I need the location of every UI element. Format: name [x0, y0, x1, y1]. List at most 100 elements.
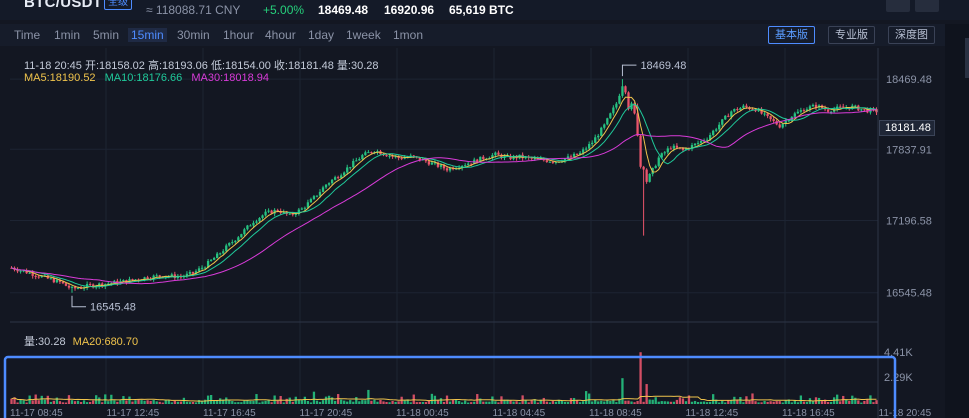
time-tick-label: 11-17 12:45	[107, 408, 160, 418]
volume-bar	[542, 397, 545, 404]
candle-body	[705, 139, 709, 141]
candle-body	[288, 213, 291, 215]
interval-1mon[interactable]: 1mon	[393, 28, 424, 42]
candle-body	[681, 148, 685, 150]
candle-body	[479, 156, 482, 163]
candle-body	[805, 109, 809, 112]
volume-bar	[769, 401, 772, 404]
volume-bar	[699, 401, 703, 404]
volume-bar	[179, 401, 183, 404]
pair-title[interactable]: BTC/USDT	[24, 0, 103, 11]
star-icon[interactable]	[886, 0, 910, 12]
version-pro-button[interactable]: 专业版	[828, 26, 875, 44]
candle-body	[618, 95, 621, 104]
side-scroll-handle[interactable]	[965, 38, 969, 78]
fullscreen-icon[interactable]	[915, 0, 939, 12]
candle-body	[67, 285, 71, 288]
candle-body	[309, 199, 313, 203]
volume-bar	[352, 401, 355, 404]
candle-body	[476, 159, 479, 163]
candle-body	[566, 156, 570, 159]
volume-bar	[143, 400, 146, 404]
interval-time[interactable]: Time	[14, 28, 41, 42]
candle-body	[336, 177, 340, 179]
candle-body	[194, 271, 198, 274]
volume-bar	[784, 400, 787, 404]
candle-body	[70, 286, 74, 288]
volume-bar	[696, 402, 700, 404]
candle-body	[234, 240, 237, 243]
volume-bar	[128, 396, 131, 404]
volume-bar	[243, 400, 246, 404]
interval-30min[interactable]: 30min	[177, 28, 210, 42]
candle-body	[225, 245, 228, 252]
volume-bar	[373, 399, 376, 404]
interval-1min[interactable]: 1min	[54, 28, 81, 42]
volume-bar	[276, 400, 279, 404]
volume-bar	[836, 394, 839, 404]
volume-bar	[866, 399, 869, 404]
volume-bar	[321, 400, 325, 404]
volume-bar	[19, 399, 22, 404]
volume-bar	[194, 402, 198, 404]
candle-body	[79, 288, 83, 290]
interval-1hour[interactable]: 1hour	[223, 28, 254, 42]
volume-bar	[566, 402, 570, 404]
volume-bar	[506, 399, 509, 404]
candle-body	[427, 161, 431, 165]
interval-5min[interactable]: 5min	[93, 28, 120, 42]
volume-bar	[370, 400, 373, 404]
interval-1day[interactable]: 1day	[308, 28, 335, 42]
candle-body	[436, 162, 440, 167]
volume-bar	[551, 401, 555, 404]
candle-body	[388, 155, 391, 157]
candle-body	[669, 148, 672, 150]
volume-bar	[76, 400, 80, 404]
volume-bar	[575, 400, 579, 404]
volume-bar	[104, 394, 107, 404]
candle-body	[255, 221, 258, 223]
volume-bar	[397, 401, 400, 404]
volume-bar	[860, 402, 863, 404]
depth-chart-button[interactable]: 深度图	[888, 26, 935, 44]
interval-15min[interactable]: 15min	[128, 28, 167, 42]
volume-bar	[766, 401, 769, 404]
volume-bar	[85, 402, 89, 404]
candle-body	[715, 129, 718, 131]
interval-1week[interactable]: 1week	[346, 28, 381, 42]
candle-body	[228, 243, 231, 246]
time-tick-label: 11-18 08:45	[589, 408, 642, 418]
volume-bar	[155, 401, 158, 404]
candle-body	[648, 174, 651, 182]
volume-bar	[101, 402, 104, 404]
volume-bar	[669, 401, 672, 404]
version-basic-button[interactable]: 基本版	[768, 26, 815, 44]
volume-bar	[757, 402, 760, 404]
candle-body	[793, 113, 796, 117]
volume-bar	[533, 399, 536, 404]
volume-bar	[131, 401, 134, 404]
candle-body	[385, 155, 388, 157]
candle-body	[188, 272, 192, 274]
volume-bar	[249, 401, 252, 404]
volume-ma20-line	[11, 395, 877, 402]
volume-bar	[512, 401, 515, 404]
volume-bar	[324, 396, 328, 404]
candle-body	[696, 142, 700, 144]
volume-bar	[609, 400, 612, 404]
volume-bar	[200, 401, 204, 404]
candle-body	[563, 158, 567, 162]
candle-body	[802, 110, 806, 112]
candle-body	[627, 92, 630, 110]
time-tick-label: 11-17 20:45	[300, 408, 353, 418]
volume-bar	[16, 402, 19, 404]
volume-bar	[527, 402, 530, 404]
volume-bar	[237, 402, 240, 404]
candle-body	[49, 278, 52, 280]
candle-body	[606, 118, 609, 125]
volume-bar	[240, 402, 243, 404]
volume-bar	[146, 400, 149, 404]
volume-bar	[333, 400, 337, 404]
interval-4hour[interactable]: 4hour	[265, 28, 296, 42]
